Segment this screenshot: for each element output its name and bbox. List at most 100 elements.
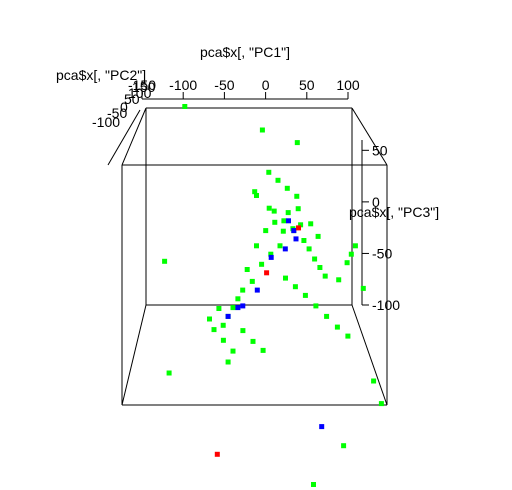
data-point (282, 246, 288, 252)
data-point (324, 313, 330, 319)
data-point (166, 370, 172, 376)
y-tick-label: -100 (92, 114, 120, 130)
data-point (295, 206, 301, 212)
data-point (296, 225, 301, 231)
data-point (371, 378, 377, 384)
z-tick-label: -50 (372, 245, 392, 261)
y-tick-label: 50 (124, 91, 140, 107)
data-point (286, 218, 291, 224)
data-point (280, 228, 286, 234)
data-point (230, 348, 236, 354)
data-point (211, 327, 217, 333)
data-point (334, 324, 340, 330)
data-point (306, 246, 312, 252)
data-point (225, 359, 231, 365)
data-point (162, 258, 168, 264)
x-tick-label: -50 (214, 77, 234, 93)
data-point (220, 337, 226, 343)
data-point (293, 236, 299, 242)
data-point (182, 104, 188, 109)
data-point (264, 270, 270, 276)
data-point (352, 243, 358, 249)
data-point (259, 127, 265, 133)
y-axis-line (107, 109, 141, 166)
data-point (249, 278, 255, 284)
box-edge (351, 304, 388, 406)
data-point (319, 424, 325, 430)
data-point (348, 251, 354, 257)
data-point (311, 482, 316, 487)
x-axis-label: pca$x[, "PC1"] (200, 44, 290, 60)
x-tick-label: 0 (262, 77, 270, 93)
data-point (315, 233, 321, 239)
z-tick-label: 0 (372, 194, 380, 210)
z-tick-label: -100 (372, 297, 400, 313)
data-point (250, 338, 256, 344)
y-axis-label: pca$x[, "PC2"] (56, 67, 146, 83)
x-tick-label: 100 (336, 77, 360, 93)
bounding-box (121, 107, 388, 406)
data-points (162, 104, 384, 487)
data-point (268, 254, 274, 260)
data-point (336, 277, 342, 283)
z-tick-label: 50 (372, 142, 388, 158)
data-point (230, 305, 236, 311)
data-point (301, 238, 307, 243)
data-point (254, 287, 260, 293)
data-point (291, 228, 297, 234)
box-edge (351, 107, 388, 166)
data-point (302, 292, 308, 298)
data-point (263, 228, 269, 234)
data-point (281, 218, 287, 224)
z-axis-ticks: 50 0 -50 -100 (361, 140, 400, 313)
data-point (244, 267, 250, 272)
data-point (341, 443, 347, 449)
data-point (254, 243, 259, 249)
data-point (317, 265, 323, 270)
data-point (225, 313, 231, 319)
data-point (266, 205, 272, 211)
y-tick-label: 100 (128, 85, 152, 101)
data-point (235, 296, 241, 302)
data-point (277, 243, 283, 249)
y-tick-label: -50 (107, 105, 127, 121)
data-point (259, 261, 265, 267)
data-point (275, 177, 281, 183)
x-axis-ticks: -150 -100 -50 0 50 100 (128, 77, 360, 100)
data-point (207, 316, 212, 322)
data-point (378, 401, 384, 407)
x-tick-label: -150 (128, 77, 156, 93)
data-point (345, 333, 351, 339)
data-point (240, 328, 246, 334)
data-point (266, 169, 272, 175)
data-point (271, 208, 277, 214)
data-point (313, 303, 319, 309)
data-point (214, 451, 220, 457)
data-point (254, 193, 259, 198)
x-tick-label: 50 (299, 77, 315, 93)
data-point (268, 251, 274, 257)
data-point (294, 140, 300, 146)
data-point (292, 284, 298, 290)
data-point (260, 347, 266, 353)
box-edge (121, 304, 147, 406)
data-point (284, 185, 290, 191)
z-axis-label: pca$x[, "PC3"] (349, 204, 439, 220)
data-point (240, 287, 246, 293)
data-point (283, 275, 288, 281)
data-point (322, 273, 328, 279)
data-point (252, 189, 258, 195)
data-point (216, 306, 222, 311)
data-point (294, 193, 300, 199)
x-tick-label: -100 (169, 77, 197, 93)
data-point (235, 305, 241, 311)
data-point (360, 285, 366, 291)
data-point (220, 322, 226, 328)
data-point (240, 303, 246, 309)
y-tick-label: 150 (132, 79, 156, 95)
data-point (285, 210, 291, 216)
y-tick-label: 0 (120, 99, 128, 115)
data-point (272, 219, 278, 225)
